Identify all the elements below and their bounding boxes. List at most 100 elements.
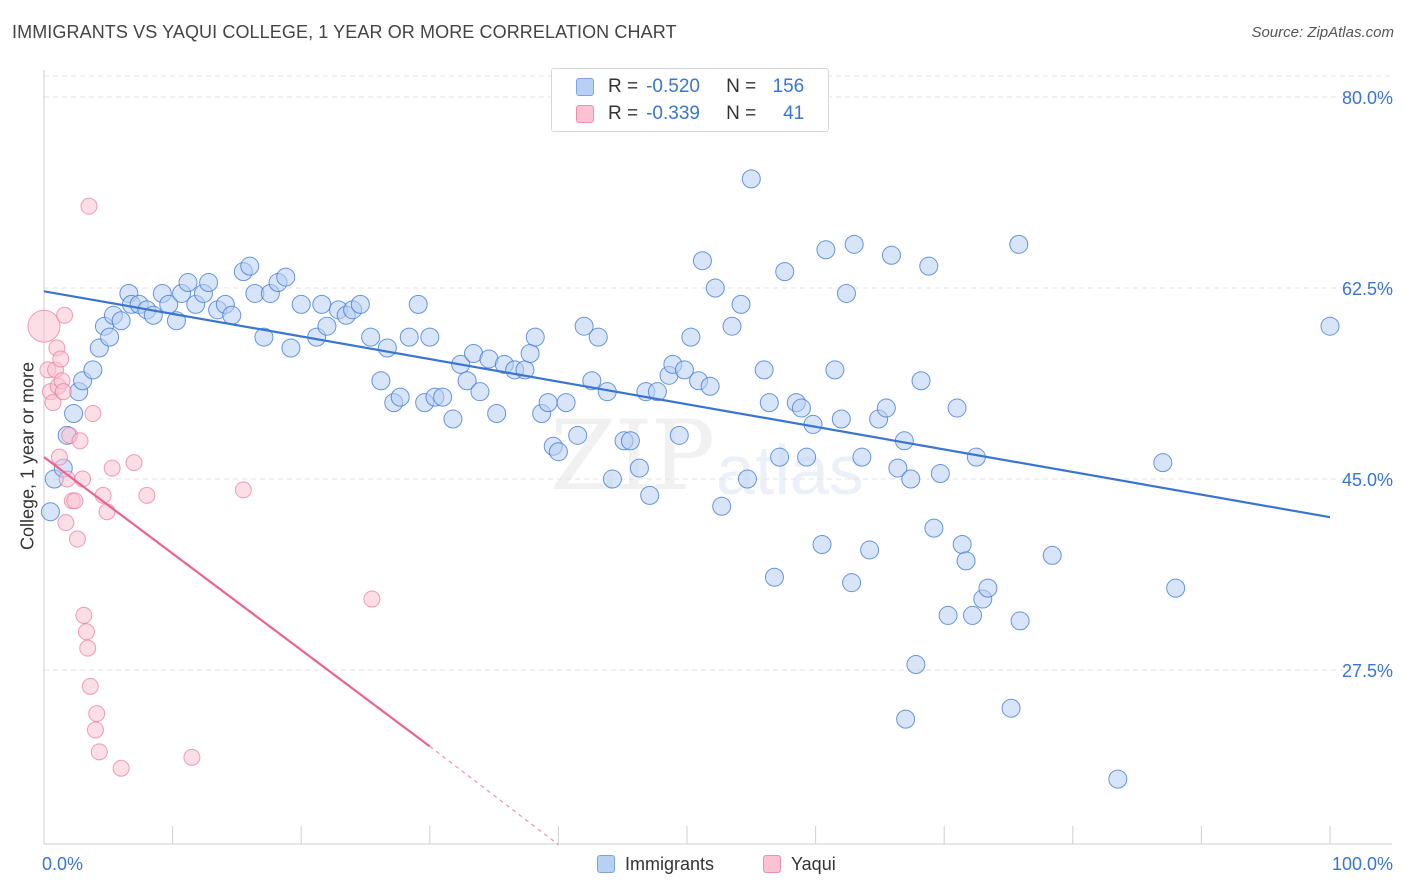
immigrants-point <box>1108 769 1128 789</box>
yaqui-point <box>363 590 381 608</box>
legend-r-label: R = <box>608 76 639 97</box>
immigrants-point <box>876 398 896 418</box>
legend-row-yaqui: R = -0.339 N = 41 <box>576 101 804 127</box>
immigrants-point <box>741 169 761 189</box>
immigrants-point <box>487 404 507 424</box>
immigrants-point <box>420 327 440 347</box>
yaqui-point <box>98 503 116 521</box>
immigrants-point <box>812 534 832 554</box>
immigrants-point <box>737 469 757 489</box>
chart-source: Source: ZipAtlas.com <box>1251 24 1394 41</box>
legend-r-value: -0.339 <box>646 103 700 124</box>
yaqui-point <box>75 606 93 624</box>
yaqui-point <box>44 394 62 412</box>
immigrants-point <box>831 409 851 429</box>
immigrants-point <box>100 327 120 347</box>
immigrants-point <box>816 240 836 260</box>
immigrants-point <box>470 382 490 402</box>
immigrants-point <box>754 360 774 380</box>
yaqui-point <box>77 623 95 641</box>
immigrants-point <box>791 398 811 418</box>
immigrants-point <box>40 502 60 522</box>
bottom-legend-label-immigrants: Immigrants <box>625 853 715 874</box>
immigrants-point <box>956 551 976 571</box>
y-tick-label: 62.5% <box>1342 279 1393 299</box>
legend-r-label: R = <box>608 103 639 124</box>
immigrants-point <box>681 327 701 347</box>
immigrants-point <box>852 447 872 467</box>
bottom-legend-label-yaqui: Yaqui <box>791 853 836 874</box>
yaqui-trend-line <box>43 456 431 748</box>
immigrants-point <box>538 393 558 413</box>
immigrants-point <box>222 305 242 325</box>
yaqui-point <box>74 470 92 488</box>
immigrants-point <box>731 294 751 314</box>
immigrants-point <box>888 458 908 478</box>
yaqui-point <box>80 197 98 215</box>
yaqui-point <box>52 350 70 368</box>
yaqui-point <box>183 748 201 766</box>
immigrants-point <box>178 273 198 293</box>
yaqui-point <box>138 486 156 504</box>
immigrants-point <box>842 573 862 593</box>
immigrants-point <box>1320 316 1340 336</box>
immigrants-point <box>276 267 296 287</box>
yaqui-point <box>54 383 72 401</box>
immigrants-point <box>525 327 545 347</box>
yaqui-point <box>57 514 75 532</box>
immigrants-point <box>919 256 939 276</box>
yaqui-point <box>81 677 99 695</box>
yaqui-point <box>84 405 102 423</box>
yaqui-point <box>68 530 86 548</box>
immigrants-point <box>906 655 926 675</box>
immigrants-point <box>797 447 817 467</box>
immigrants-point <box>924 518 944 538</box>
yaqui-point <box>66 492 84 510</box>
immigrants-point <box>620 431 640 451</box>
bottom-legend-swatch-immigrants <box>597 855 615 873</box>
correlation-legend: R = -0.520 N = 156 R = -0.339 N = 41 <box>551 68 829 132</box>
y-tick-label: 80.0% <box>1342 88 1393 108</box>
immigrants-point <box>722 316 742 336</box>
immigrants-point <box>700 376 720 396</box>
immigrants-point <box>1010 611 1030 631</box>
immigrants-point <box>629 458 649 478</box>
immigrants-point <box>692 251 712 271</box>
immigrants-point <box>825 360 845 380</box>
immigrants-trend-line <box>43 290 1331 519</box>
immigrants-point <box>669 425 689 445</box>
immigrants-point <box>1001 698 1021 718</box>
y-tick-label: 27.5% <box>1342 661 1393 681</box>
legend-swatch-immigrants <box>576 78 594 96</box>
bottom-legend-swatch-yaqui <box>763 855 781 873</box>
immigrants-point <box>443 409 463 429</box>
immigrants-point <box>548 442 568 462</box>
immigrants-point <box>775 262 795 282</box>
legend-n-value: 156 <box>772 76 805 97</box>
immigrants-point <box>962 605 982 625</box>
immigrants-point <box>860 540 880 560</box>
yaqui-point <box>56 306 74 324</box>
immigrants-point <box>602 469 622 489</box>
yaqui-point <box>79 639 97 657</box>
immigrants-point <box>1153 453 1173 473</box>
yaqui-point <box>71 432 89 450</box>
immigrants-point <box>350 294 370 314</box>
immigrants-point <box>911 371 931 391</box>
immigrants-point <box>568 425 588 445</box>
immigrants-point <box>1009 234 1029 254</box>
watermark-zip: ZIP <box>550 400 715 512</box>
immigrants-point <box>947 398 967 418</box>
immigrants-point <box>291 294 311 314</box>
immigrants-point <box>844 234 864 254</box>
immigrants-point <box>881 245 901 265</box>
immigrants-point <box>361 327 381 347</box>
y-tick-label: 45.0% <box>1342 470 1393 490</box>
immigrants-point <box>938 605 958 625</box>
yaqui-point <box>88 705 106 723</box>
yaqui-point <box>103 459 121 477</box>
immigrants-point <box>254 327 274 347</box>
immigrants-point <box>399 327 419 347</box>
immigrants-point <box>371 371 391 391</box>
immigrants-point <box>1166 578 1186 598</box>
